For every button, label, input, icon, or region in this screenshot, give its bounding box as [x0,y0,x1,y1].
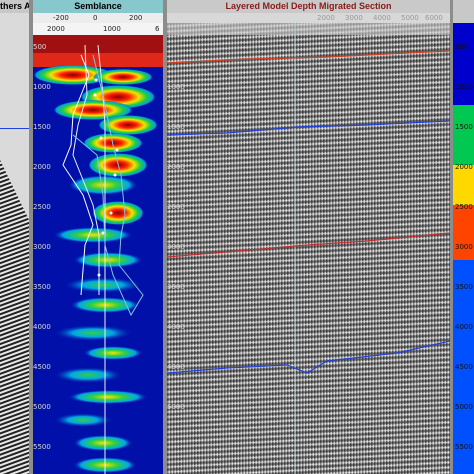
depth-tick-label: 500 [455,43,469,51]
gathers-panel-title: thers A [0,0,29,13]
depth-tick-label: 3500 [33,283,51,291]
semblance-plot[interactable]: 500 1000 1500 2000 2500 3000 3500 4000 4500 5000 5… [33,35,163,474]
depth-tick-label: 4500 [455,363,473,371]
semblance-panel-title: Semblance [33,0,163,13]
depth-tick-label: 1000 [33,83,51,91]
gathers-blue-line [0,128,29,129]
depth-tick-label: 1500 [167,123,185,131]
depth-tick-label: 3000 [167,243,185,251]
section-panel-title: Layered Model Depth Migrated Section [167,0,450,13]
top-scale-label: 0 [93,14,98,22]
semblance-panel[interactable]: Semblance -200 0 200 2000 1000 6 [33,0,163,474]
sub-scale-label: 1000 [103,25,121,33]
velocity-layer [453,260,474,474]
depth-tick-label: 3500 [455,283,473,291]
semblance-depth-axis: 500 1000 1500 2000 2500 3000 3500 4000 4500 5000 5… [33,35,63,474]
depth-tick-label: 5000 [33,403,51,411]
semblance-top-scale: -200 0 200 [33,13,163,23]
section-depth-axis: 1000 1500 2000 2500 3000 3500 4000 4500 5000 [167,23,197,474]
depth-tick-label: 1500 [33,123,51,131]
top-label: 5000 [401,14,419,22]
velocity-depth-axis: 500 1000 1500 2000 2500 3000 3500 4000 4500 5000 5… [453,23,474,474]
semblance-heatmap [33,35,163,474]
depth-tick-label: 4500 [33,363,51,371]
sub-scale-label: 2000 [47,25,65,33]
velocity-layer [453,105,474,165]
depth-tick-label: 2500 [167,203,185,211]
section-top-scale: 2000 3000 4000 5000 6000 [167,13,450,23]
depth-tick-label: 1500 [455,123,473,131]
section-panel[interactable]: Layered Model Depth Migrated Section 200… [167,0,450,474]
depth-tick-label: 2000 [33,163,51,171]
depth-tick-label: 2000 [455,163,473,171]
depth-tick-label: 3000 [455,243,473,251]
velocity-column [453,23,474,474]
gathers-seismic [0,160,29,474]
depth-tick-label: 3000 [33,243,51,251]
top-scale-label: -200 [53,14,69,22]
seismic-image [167,23,450,474]
velocity-layer [453,23,474,105]
velocity-header [453,0,474,23]
gathers-panel[interactable]: thers A [0,0,29,474]
section-seismic[interactable]: 1000 1500 2000 2500 3000 3500 4000 4500 5000 [167,23,450,474]
velocity-layer [453,165,474,205]
divider[interactable] [450,0,453,474]
depth-tick-label: 2500 [33,203,51,211]
gathers-traces [0,160,29,474]
depth-tick-label: 4000 [167,323,185,331]
depth-tick-label: 1000 [167,83,185,91]
velocity-layer [453,205,474,260]
divider[interactable] [29,0,33,474]
depth-tick-label: 500 [33,43,47,51]
top-label: 3000 [345,14,363,22]
depth-tick-label: 2000 [167,163,185,171]
depth-tick-label: 5000 [455,403,473,411]
depth-tick-label: 4000 [33,323,51,331]
depth-tick-label: 3500 [167,283,185,291]
divider[interactable] [163,0,167,474]
depth-tick-label: 1000 [455,83,473,91]
semblance-sub-scale: 2000 1000 6 [33,23,163,35]
velocity-panel[interactable]: 500 1000 1500 2000 2500 3000 3500 4000 4500 5000 5… [453,0,474,474]
depth-tick-label: 5500 [455,443,473,451]
top-scale-label: 200 [129,14,143,22]
top-label: 2000 [317,14,335,22]
depth-tick-label: 5500 [33,443,51,451]
depth-tick-label: 2500 [455,203,473,211]
depth-tick-label: 4000 [455,323,473,331]
sub-scale-label: 6 [155,25,160,33]
depth-tick-label: 5000 [167,403,185,411]
depth-tick-label: 4500 [167,363,185,371]
top-label: 6000 [425,14,443,22]
top-label: 4000 [373,14,391,22]
